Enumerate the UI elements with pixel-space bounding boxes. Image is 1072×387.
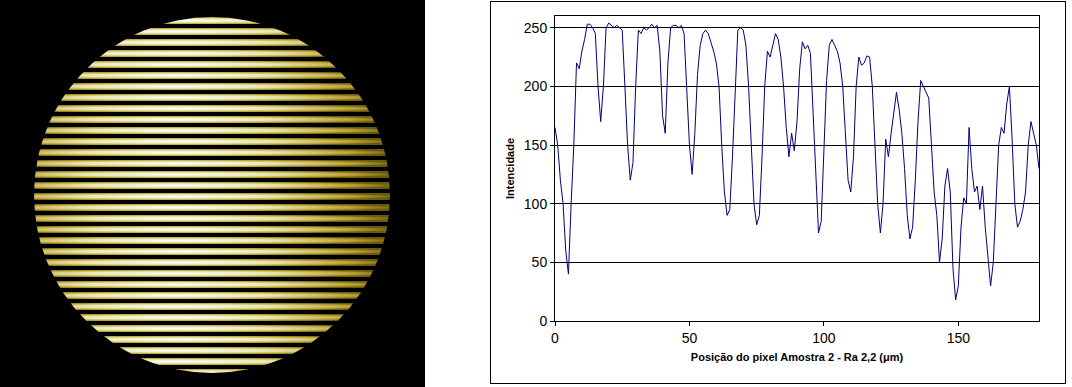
- svg-text:Intencidade: Intencidade: [504, 138, 516, 199]
- svg-text:Posição do pixel Amostra 2 - R: Posição do pixel Amostra 2 - Ra 2,2 (μm): [691, 351, 904, 363]
- svg-text:150: 150: [947, 330, 971, 346]
- svg-text:50: 50: [682, 330, 698, 346]
- svg-text:150: 150: [524, 137, 548, 153]
- svg-text:0: 0: [551, 330, 559, 346]
- svg-text:200: 200: [524, 78, 548, 94]
- svg-text:100: 100: [524, 196, 548, 212]
- svg-text:0: 0: [539, 313, 547, 329]
- svg-text:50: 50: [532, 254, 548, 270]
- svg-text:250: 250: [524, 20, 548, 36]
- svg-text:100: 100: [812, 330, 836, 346]
